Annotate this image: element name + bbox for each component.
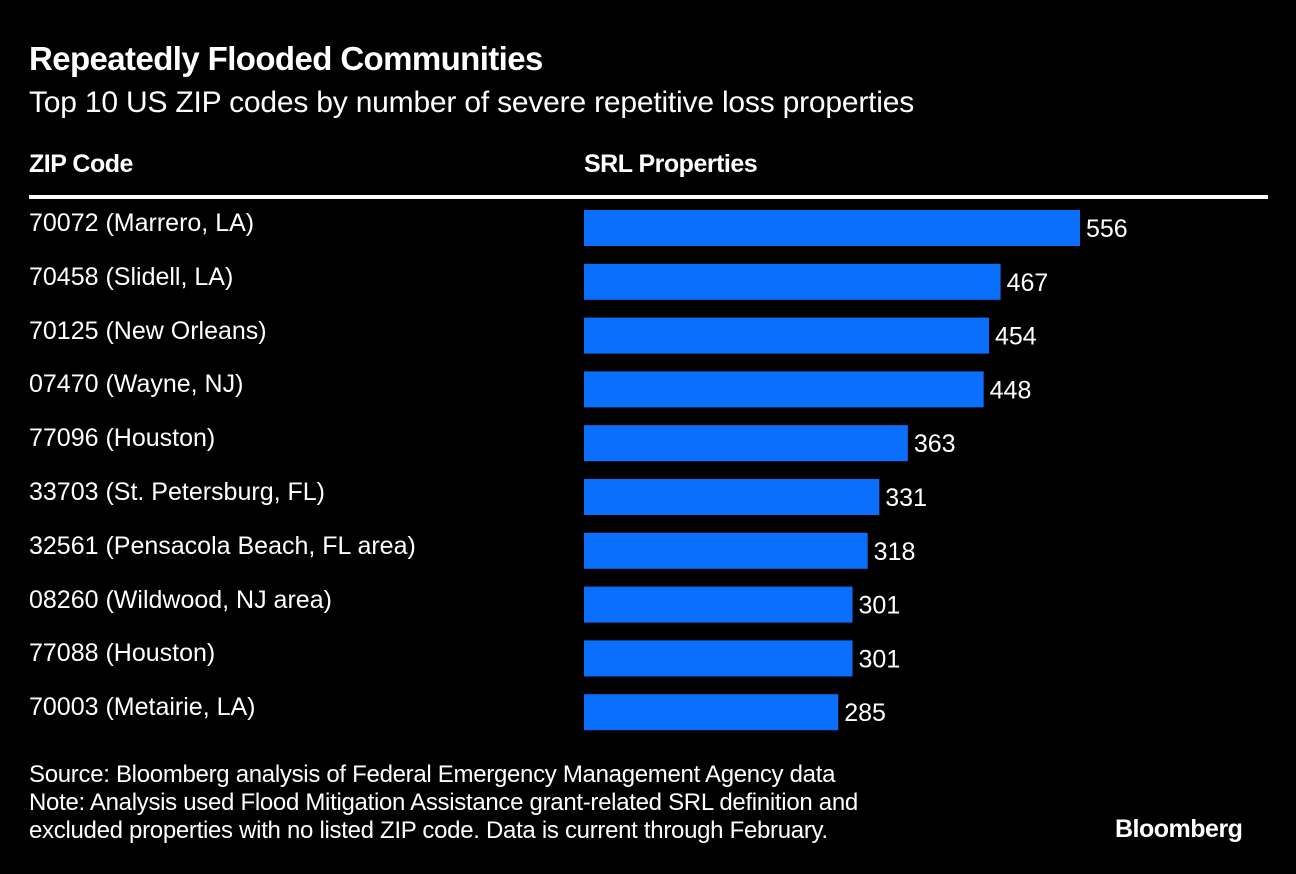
footer-notes: Source: Bloomberg analysis of Federal Em… bbox=[29, 761, 858, 845]
bar bbox=[584, 532, 868, 569]
category-label: 70125 (New Orleans) bbox=[29, 316, 267, 345]
category-label: 77088 (Houston) bbox=[29, 639, 216, 668]
bar bbox=[584, 479, 880, 515]
methodology-note-line-2: excluded properties with no listed ZIP c… bbox=[29, 817, 828, 844]
category-label: 33703 (St. Petersburg, FL) bbox=[29, 478, 325, 506]
category-label: 70003 (Metairie, LA) bbox=[29, 693, 256, 722]
bar bbox=[584, 210, 1080, 246]
chart-title: Repeatedly Flooded Communities bbox=[29, 40, 543, 77]
bar-value-label: 556 bbox=[1086, 215, 1128, 243]
bar bbox=[584, 263, 1001, 300]
bar-value-label: 448 bbox=[990, 376, 1032, 404]
bar bbox=[584, 694, 839, 731]
category-label: 70072 (Marrero, LA) bbox=[29, 209, 255, 237]
bloomberg-logo: Bloomberg bbox=[1115, 815, 1243, 843]
bar bbox=[584, 586, 853, 623]
bar bbox=[584, 425, 908, 462]
bar-value-label: 331 bbox=[885, 484, 927, 512]
srl-properties-column-header: SRL Properties bbox=[584, 150, 758, 178]
header-divider bbox=[29, 195, 1268, 199]
bar-value-label: 467 bbox=[1007, 269, 1049, 297]
bar-value-label: 454 bbox=[995, 323, 1037, 351]
bar bbox=[584, 317, 990, 354]
chart-subtitle: Top 10 US ZIP codes by number of severe … bbox=[29, 86, 915, 119]
category-label: 32561 (Pensacola Beach, FL area) bbox=[29, 531, 416, 560]
bar bbox=[584, 640, 853, 677]
bar bbox=[584, 371, 984, 408]
zip-code-column-header: ZIP Code bbox=[29, 150, 133, 178]
category-label: 08260 (Wildwood, NJ area) bbox=[29, 585, 332, 614]
bar-value-label: 301 bbox=[859, 592, 901, 620]
methodology-note-line-1: Note: Analysis used Flood Mitigation Ass… bbox=[29, 789, 858, 816]
category-label: 77096 (Houston) bbox=[29, 424, 216, 453]
bar-value-label: 363 bbox=[914, 430, 956, 458]
category-label: 70458 (Slidell, LA) bbox=[29, 262, 234, 291]
category-label: 07470 (Wayne, NJ) bbox=[29, 370, 244, 399]
bar-value-label: 301 bbox=[859, 645, 901, 673]
bar-value-label: 318 bbox=[874, 538, 916, 566]
source-note: Source: Bloomberg analysis of Federal Em… bbox=[29, 761, 836, 788]
bar-value-label: 285 bbox=[844, 699, 886, 727]
